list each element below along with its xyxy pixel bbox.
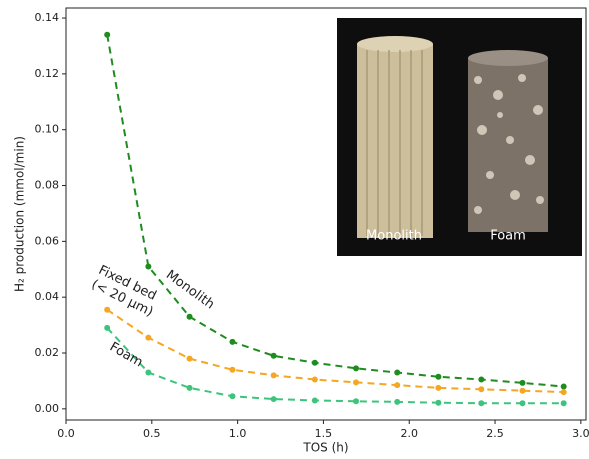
data-point xyxy=(394,382,400,388)
data-point xyxy=(353,398,359,404)
y-tick-label: 0.14 xyxy=(35,11,60,24)
x-tick-label: 2.0 xyxy=(400,427,418,440)
data-point xyxy=(229,367,235,373)
series-label: Monolith xyxy=(163,267,217,312)
x-tick-label: 3.0 xyxy=(572,427,589,440)
x-tick-label: 2.5 xyxy=(486,427,504,440)
data-point xyxy=(271,396,277,402)
data-point xyxy=(145,370,151,376)
y-tick-label: 0.10 xyxy=(35,123,60,136)
data-point xyxy=(435,374,441,380)
data-point xyxy=(271,353,277,359)
data-point xyxy=(353,379,359,385)
data-point xyxy=(104,325,110,331)
data-point xyxy=(520,388,526,394)
data-point xyxy=(561,389,567,395)
y-tick-label: 0.08 xyxy=(35,179,60,192)
data-point xyxy=(229,339,235,345)
data-point xyxy=(435,385,441,391)
data-point xyxy=(312,397,318,403)
foam-cylinder xyxy=(468,58,548,232)
x-tick-label: 1.5 xyxy=(315,427,333,440)
x-axis-label: TOS (h) xyxy=(302,441,348,455)
data-point xyxy=(187,314,193,320)
y-tick-label: 0.06 xyxy=(35,234,60,247)
data-point xyxy=(478,386,484,392)
inset-label: Monolith xyxy=(366,229,422,244)
x-tick-label: 0.5 xyxy=(143,427,161,440)
data-point xyxy=(435,400,441,406)
data-point xyxy=(478,400,484,406)
x-tick-label: 0.0 xyxy=(57,427,75,440)
y-axis-label: H₂ production (mmol/min) xyxy=(13,136,27,292)
series-label: Fixed bed (< 20 μm) xyxy=(85,261,162,320)
data-point xyxy=(104,307,110,313)
data-point xyxy=(271,372,277,378)
data-point xyxy=(145,263,151,269)
data-point xyxy=(520,400,526,406)
data-point xyxy=(478,377,484,383)
inset-photo: Monolith Foam xyxy=(337,18,582,256)
data-point xyxy=(312,377,318,383)
data-point xyxy=(312,360,318,366)
y-tick-label: 0.02 xyxy=(35,346,60,359)
monolith-top xyxy=(357,36,433,52)
y-tick-label: 0.00 xyxy=(35,402,60,415)
data-point xyxy=(353,365,359,371)
data-point xyxy=(104,32,110,38)
data-point xyxy=(187,356,193,362)
data-point xyxy=(520,380,526,386)
chart: Monolith Foam TOS (h) H₂ production (mmo… xyxy=(0,0,589,459)
y-tick-label: 0.12 xyxy=(35,67,60,80)
data-point xyxy=(561,384,567,390)
x-tick-label: 1.0 xyxy=(229,427,247,440)
series-label: Foam xyxy=(107,340,145,371)
foam-top xyxy=(468,50,548,66)
data-point xyxy=(145,335,151,341)
data-point xyxy=(394,399,400,405)
inset-label: Foam xyxy=(490,229,526,244)
data-point xyxy=(187,385,193,391)
data-point xyxy=(394,370,400,376)
y-tick-label: 0.04 xyxy=(35,290,60,303)
data-point xyxy=(561,400,567,406)
data-point xyxy=(229,393,235,399)
